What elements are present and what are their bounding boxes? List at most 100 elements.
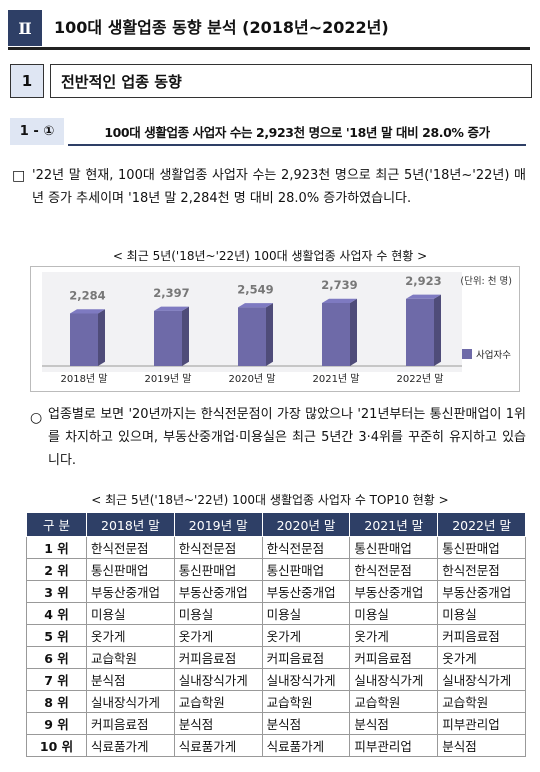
bar [322, 303, 350, 366]
subsection-num: 1 - ① [10, 118, 64, 145]
table-row: 3 위 부동산중개업 부동산중개업 부동산중개업 부동산중개업 부동산중개업 [26, 580, 526, 603]
page-title: 100대 생활업종 동향 분석 (2018년~2022년) [54, 18, 389, 37]
section-title: 전반적인 업종 동향 [50, 64, 532, 98]
subsection-title: 100대 생활업종 사업자 수는 2,923천 명으로 '18년 말 대비 28… [68, 118, 526, 146]
bullet-marker: □ [12, 168, 26, 184]
business-cell: 커피음료점 [261, 646, 351, 669]
business-cell: 실내장식가게 [173, 668, 263, 691]
bar-top [154, 306, 189, 311]
business-cell: 한식전문점 [437, 558, 526, 581]
value-label: 2,549 [237, 282, 273, 296]
header-cell: 2019년 말 [173, 512, 263, 537]
business-cell: 한식전문점 [86, 536, 175, 559]
business-cell: 교습학원 [349, 690, 439, 713]
bar-top [406, 294, 441, 299]
business-cell: 교습학원 [261, 690, 351, 713]
business-cell: 통신판매업 [173, 558, 263, 581]
bar-side [182, 306, 189, 366]
business-cell: 통신판매업 [261, 558, 351, 581]
table-row: 1 위 한식전문점 한식전문점 한식전문점 통신판매업 통신판매업 [26, 536, 526, 559]
business-cell: 미용실 [86, 602, 175, 625]
business-cell: 분식점 [173, 712, 263, 735]
business-cell: 부동산중개업 [349, 580, 439, 603]
business-cell: 옷가게 [86, 624, 175, 647]
business-cell: 미용실 [261, 602, 351, 625]
business-cell: 분식점 [349, 712, 439, 735]
bullet-marker: ○ [30, 410, 43, 426]
header-row: 구 분 2018년 말 2019년 말 2020년 말 2021년 말 2022년 말 [26, 512, 526, 537]
x-tick-label: 2021년 말 [312, 373, 359, 385]
business-cell: 커피음료점 [86, 712, 175, 735]
business-cell: 식료품가게 [261, 734, 351, 757]
bar-top [238, 303, 273, 308]
rank-cell: 4 위 [26, 602, 87, 625]
business-cell: 한식전문점 [173, 536, 263, 559]
business-cell: 미용실 [349, 602, 439, 625]
bar-side [98, 309, 105, 366]
rank-cell: 6 위 [26, 646, 87, 669]
section-num: 1 [10, 64, 44, 98]
rank-cell: 3 위 [26, 580, 87, 603]
bar-side [266, 303, 273, 366]
business-cell: 식료품가게 [86, 734, 175, 757]
business-cell: 커피음료점 [349, 646, 439, 669]
business-cell: 교습학원 [86, 646, 175, 669]
table-row: 2 위 통신판매업 통신판매업 통신판매업 한식전문점 한식전문점 [26, 558, 526, 581]
table-row: 8 위 실내장식가게 교습학원 교습학원 교습학원 교습학원 [26, 690, 526, 713]
value-label: 2,284 [69, 288, 105, 302]
x-tick-label: 2019년 말 [144, 373, 191, 385]
section-number: Ⅱ [8, 10, 42, 46]
business-cell: 교습학원 [437, 690, 526, 713]
table-row: 4 위 미용실 미용실 미용실 미용실 미용실 [26, 602, 526, 625]
rank-cell: 1 위 [26, 536, 87, 559]
value-label: 2,739 [321, 278, 357, 292]
bar-side [350, 298, 357, 366]
business-cell: 옷가게 [261, 624, 351, 647]
business-cell: 통신판매업 [86, 558, 175, 581]
business-cell: 한식전문점 [349, 558, 439, 581]
business-cell: 실내장식가게 [261, 668, 351, 691]
business-cell: 부동산중개업 [437, 580, 526, 603]
chart: (단위: 천 명) 2018년 말 2019년 말 2020년 말 2021년 말 20… [30, 266, 520, 392]
business-cell: 커피음료점 [437, 624, 526, 647]
business-cell: 실내장식가게 [86, 690, 175, 713]
bar [70, 313, 98, 366]
rank-cell: 2 위 [26, 558, 87, 581]
business-cell: 분식점 [437, 734, 526, 757]
paragraph: 업종별로 보면 '20년까지는 한식전문점이 가장 많았으나 '21년부터는 통… [48, 407, 526, 468]
chart-caption: < 최근 5년('18년~'22년) 100대 생활업종 사업자 수 현황 > [112, 249, 428, 263]
business-cell: 부동산중개업 [261, 580, 351, 603]
x-tick-label: 2018년 말 [60, 373, 107, 385]
legend-swatch [462, 349, 472, 359]
bar-top [322, 298, 357, 304]
business-cell: 교습학원 [173, 690, 263, 713]
business-cell: 통신판매업 [437, 536, 526, 559]
rank-cell: 5 위 [26, 624, 87, 647]
business-cell: 피부관리업 [349, 734, 439, 757]
header-cell: 2020년 말 [261, 512, 351, 537]
paragraph: '22년 말 현재, 100대 생활업종 사업자 수는 2,923천 명으로 최… [32, 168, 526, 206]
business-cell: 부동산중개업 [173, 580, 263, 603]
rank-cell: 9 위 [26, 712, 87, 735]
business-cell: 미용실 [173, 602, 263, 625]
table-caption: < 최근 5년('18년~'22년) 100대 생활업종 사업자 수 TOP10… [91, 493, 449, 507]
bar-top [70, 309, 105, 314]
table-row: 7 위 분식점 실내장식가게 실내장식가게 실내장식가게 실내장식가게 [26, 668, 526, 691]
x-tick-label: 2020년 말 [228, 373, 275, 385]
header-cell: 2022년 말 [437, 512, 526, 537]
header-cell: 구 분 [26, 512, 87, 537]
business-cell: 미용실 [437, 602, 526, 625]
business-cell: 옷가게 [173, 624, 263, 647]
title-rule [8, 47, 530, 50]
table-row: 10 위 식료품가게 식료품가게 식료품가게 피부관리업 분식점 [26, 734, 526, 757]
table-body: 1 위 한식전문점 한식전문점 한식전문점 통신판매업 통신판매업 2 위 통신판매업 통신판매… [26, 536, 526, 757]
rank-cell: 7 위 [26, 668, 87, 691]
x-tick-label: 2022년 말 [396, 373, 443, 385]
bar [238, 307, 266, 366]
business-cell: 분식점 [86, 668, 175, 691]
unit-note: (단위: 천 명) [460, 275, 512, 287]
business-cell: 피부관리업 [437, 712, 526, 735]
business-cell: 통신판매업 [349, 536, 439, 559]
header-cell: 2021년 말 [349, 512, 439, 537]
